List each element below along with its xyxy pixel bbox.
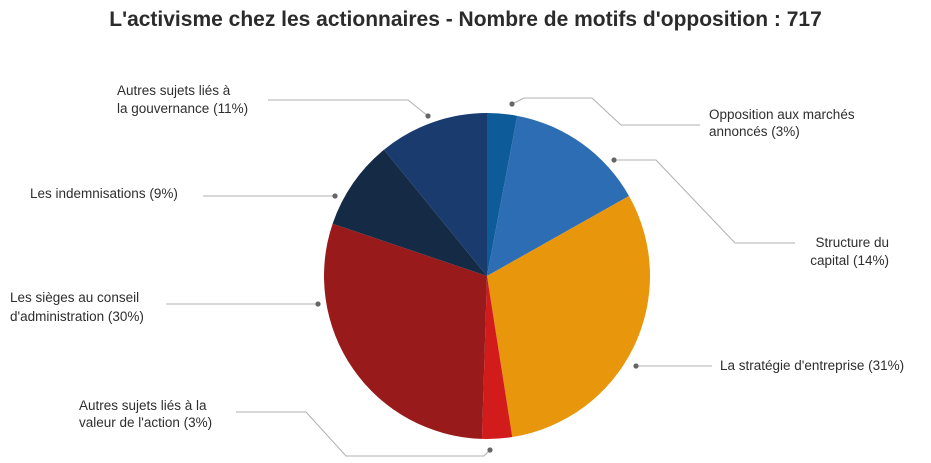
pie-slice-indem	[332, 149, 487, 276]
pie-slice-gouv	[383, 113, 487, 276]
pie-slice-val	[481, 276, 513, 439]
leader-line-gouv	[268, 99, 429, 117]
leader-dot-sieges	[315, 301, 321, 307]
slice-label-line: Opposition aux marchés	[709, 107, 855, 122]
slice-label-line: La stratégie d'entreprise (31%)	[720, 358, 904, 373]
leader-dot-opp	[509, 101, 515, 107]
slice-label-line: Structure du	[815, 235, 889, 250]
pie-slice-opp	[487, 113, 518, 276]
leader-dot-cap	[611, 157, 617, 163]
slice-label-gouv: Autres sujets liés à la gouvernance (11%)	[117, 83, 248, 116]
slice-label-line: d'administration (30%)	[10, 309, 144, 324]
slice-label-line: Autres sujets liés à	[117, 83, 231, 98]
slice-label-line: Les sièges au conseil	[10, 290, 139, 305]
slice-label-sieges: Les sièges au conseil d'administration (3…	[10, 290, 144, 324]
leader-line-opp	[511, 97, 700, 126]
slice-label-strat: La stratégie d'entreprise (31%)	[720, 358, 904, 373]
leader-line-val	[236, 411, 491, 457]
leader-dot-val	[487, 447, 493, 453]
slice-label-line: capital (14%)	[810, 253, 889, 268]
slice-label-line: valeur de l'action (3%)	[79, 415, 212, 430]
slice-label-line: Autres sujets liés à la	[79, 398, 207, 413]
leader-line-cap	[614, 159, 795, 244]
chart-title: L'activisme chez les actionnaires - Nomb…	[109, 8, 822, 31]
pie-slice-strat	[487, 195, 650, 438]
pie-slice-cap	[487, 115, 629, 276]
slice-label-line: Les indemnisations (9%)	[30, 186, 178, 201]
slice-label-line: annoncés (3%)	[709, 124, 800, 139]
leader-dot-indem	[332, 193, 338, 199]
pie-slice-sieges	[324, 223, 487, 439]
slice-label-val: Autres sujets liés à la valeur de l'actio…	[79, 398, 212, 430]
slice-label-cap: Structure du capital (14%)	[810, 235, 889, 268]
leader-dot-gouv	[425, 113, 431, 119]
slice-label-opp: Opposition aux marchés annoncés (3%)	[709, 107, 855, 139]
leader-dot-strat	[633, 363, 639, 369]
slice-label-line: la gouvernance (11%)	[117, 101, 248, 116]
slice-label-indem: Les indemnisations (9%)	[30, 186, 178, 201]
